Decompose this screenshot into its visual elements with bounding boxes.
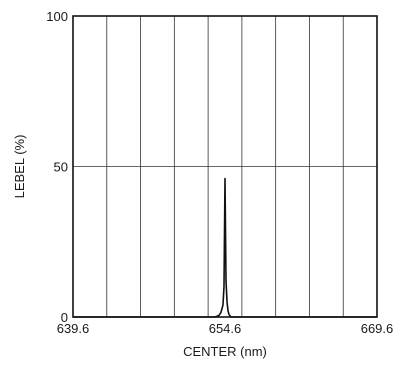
y-tick-label: 100 (46, 9, 68, 24)
x-axis-label: CENTER (nm) (183, 344, 267, 359)
tick-labels: 639.6 654.6 669.6 0 50 100 (46, 9, 393, 336)
y-tick-label: 50 (54, 160, 68, 175)
x-tick-label: 654.6 (209, 321, 242, 336)
x-tick-label: 669.6 (361, 321, 394, 336)
y-tick-label: 0 (61, 310, 68, 325)
plot-frame (72, 15, 378, 318)
series-line-1 (73, 177, 377, 318)
series-layer (73, 177, 377, 318)
grid-lines (73, 16, 377, 317)
x-tick-label: 639.6 (57, 321, 90, 336)
y-axis-label: LEBEL (%) (12, 135, 27, 199)
